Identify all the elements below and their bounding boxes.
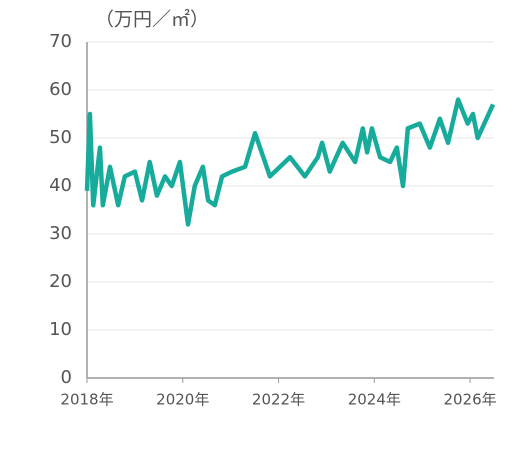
data-line	[84, 97, 496, 227]
y-tick-label: 60	[49, 79, 72, 100]
y-tick-label: 30	[49, 223, 72, 244]
x-tick-label: 2024年	[348, 391, 401, 409]
x-tick-label: 2020年	[156, 391, 209, 409]
y-tick-label: 0	[61, 367, 72, 388]
y-tick-label: 20	[49, 271, 72, 292]
y-tick-label: 70	[49, 31, 72, 52]
y-tick-label: 50	[49, 127, 72, 148]
chart-title: （万円／㎡）	[95, 8, 209, 31]
x-tick-label: 2018年	[60, 391, 113, 409]
x-tick-label: 2026年	[443, 391, 496, 409]
y-tick-label: 40	[49, 175, 72, 196]
y-tick-label: 10	[49, 319, 72, 340]
x-tick-label: 2022年	[252, 391, 305, 409]
